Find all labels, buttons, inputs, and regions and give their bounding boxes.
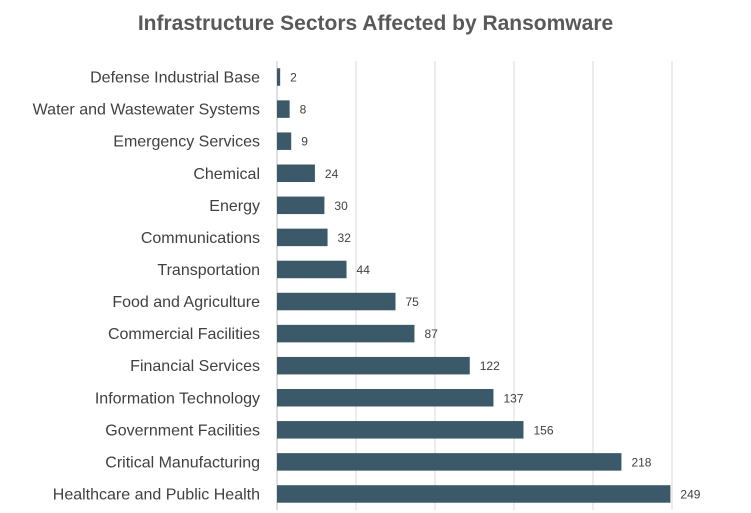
chart-title: Infrastructure Sectors Affected by Ranso… (137, 12, 614, 35)
bar (277, 164, 315, 182)
bar (277, 356, 470, 375)
bar (277, 228, 328, 247)
bar (277, 324, 415, 343)
data-label: 137 (503, 391, 523, 405)
data-label: 249 (680, 487, 700, 501)
bar (277, 132, 292, 150)
category-label: Healthcare and Public Health (53, 486, 260, 503)
category-label: Transportation (157, 262, 260, 279)
data-label: 122 (480, 359, 500, 373)
data-label: 32 (338, 231, 352, 245)
data-label: 218 (631, 455, 651, 469)
data-label: 2 (290, 71, 297, 85)
bar (277, 485, 671, 503)
category-label: Information Technology (95, 390, 260, 407)
bar (277, 100, 290, 118)
category-label: Chemical (193, 166, 260, 183)
category-label: Water and Wastewater Systems (33, 102, 260, 119)
category-label: Energy (209, 198, 260, 215)
bar (277, 68, 281, 86)
bar (277, 453, 622, 471)
data-label: 75 (406, 295, 420, 309)
category-label: Food and Agriculture (112, 294, 260, 311)
data-label: 9 (301, 135, 308, 149)
category-label: Communications (141, 230, 260, 247)
data-label: 44 (357, 263, 371, 277)
data-label: 8 (300, 103, 307, 117)
data-label: 24 (325, 167, 339, 181)
data-label: 156 (533, 423, 553, 437)
category-label: Financial Services (130, 358, 260, 375)
data-label: 30 (334, 199, 348, 213)
bar (277, 389, 494, 407)
data-label: 87 (424, 327, 438, 341)
category-label: Emergency Services (113, 134, 260, 151)
bar (277, 292, 396, 311)
bar (277, 421, 524, 439)
bar (277, 196, 325, 215)
category-label: Government Facilities (105, 422, 260, 439)
bar (277, 260, 347, 279)
category-label: Critical Manufacturing (105, 454, 260, 471)
category-label: Defense Industrial Base (90, 70, 260, 87)
category-label: Commercial Facilities (108, 326, 260, 343)
